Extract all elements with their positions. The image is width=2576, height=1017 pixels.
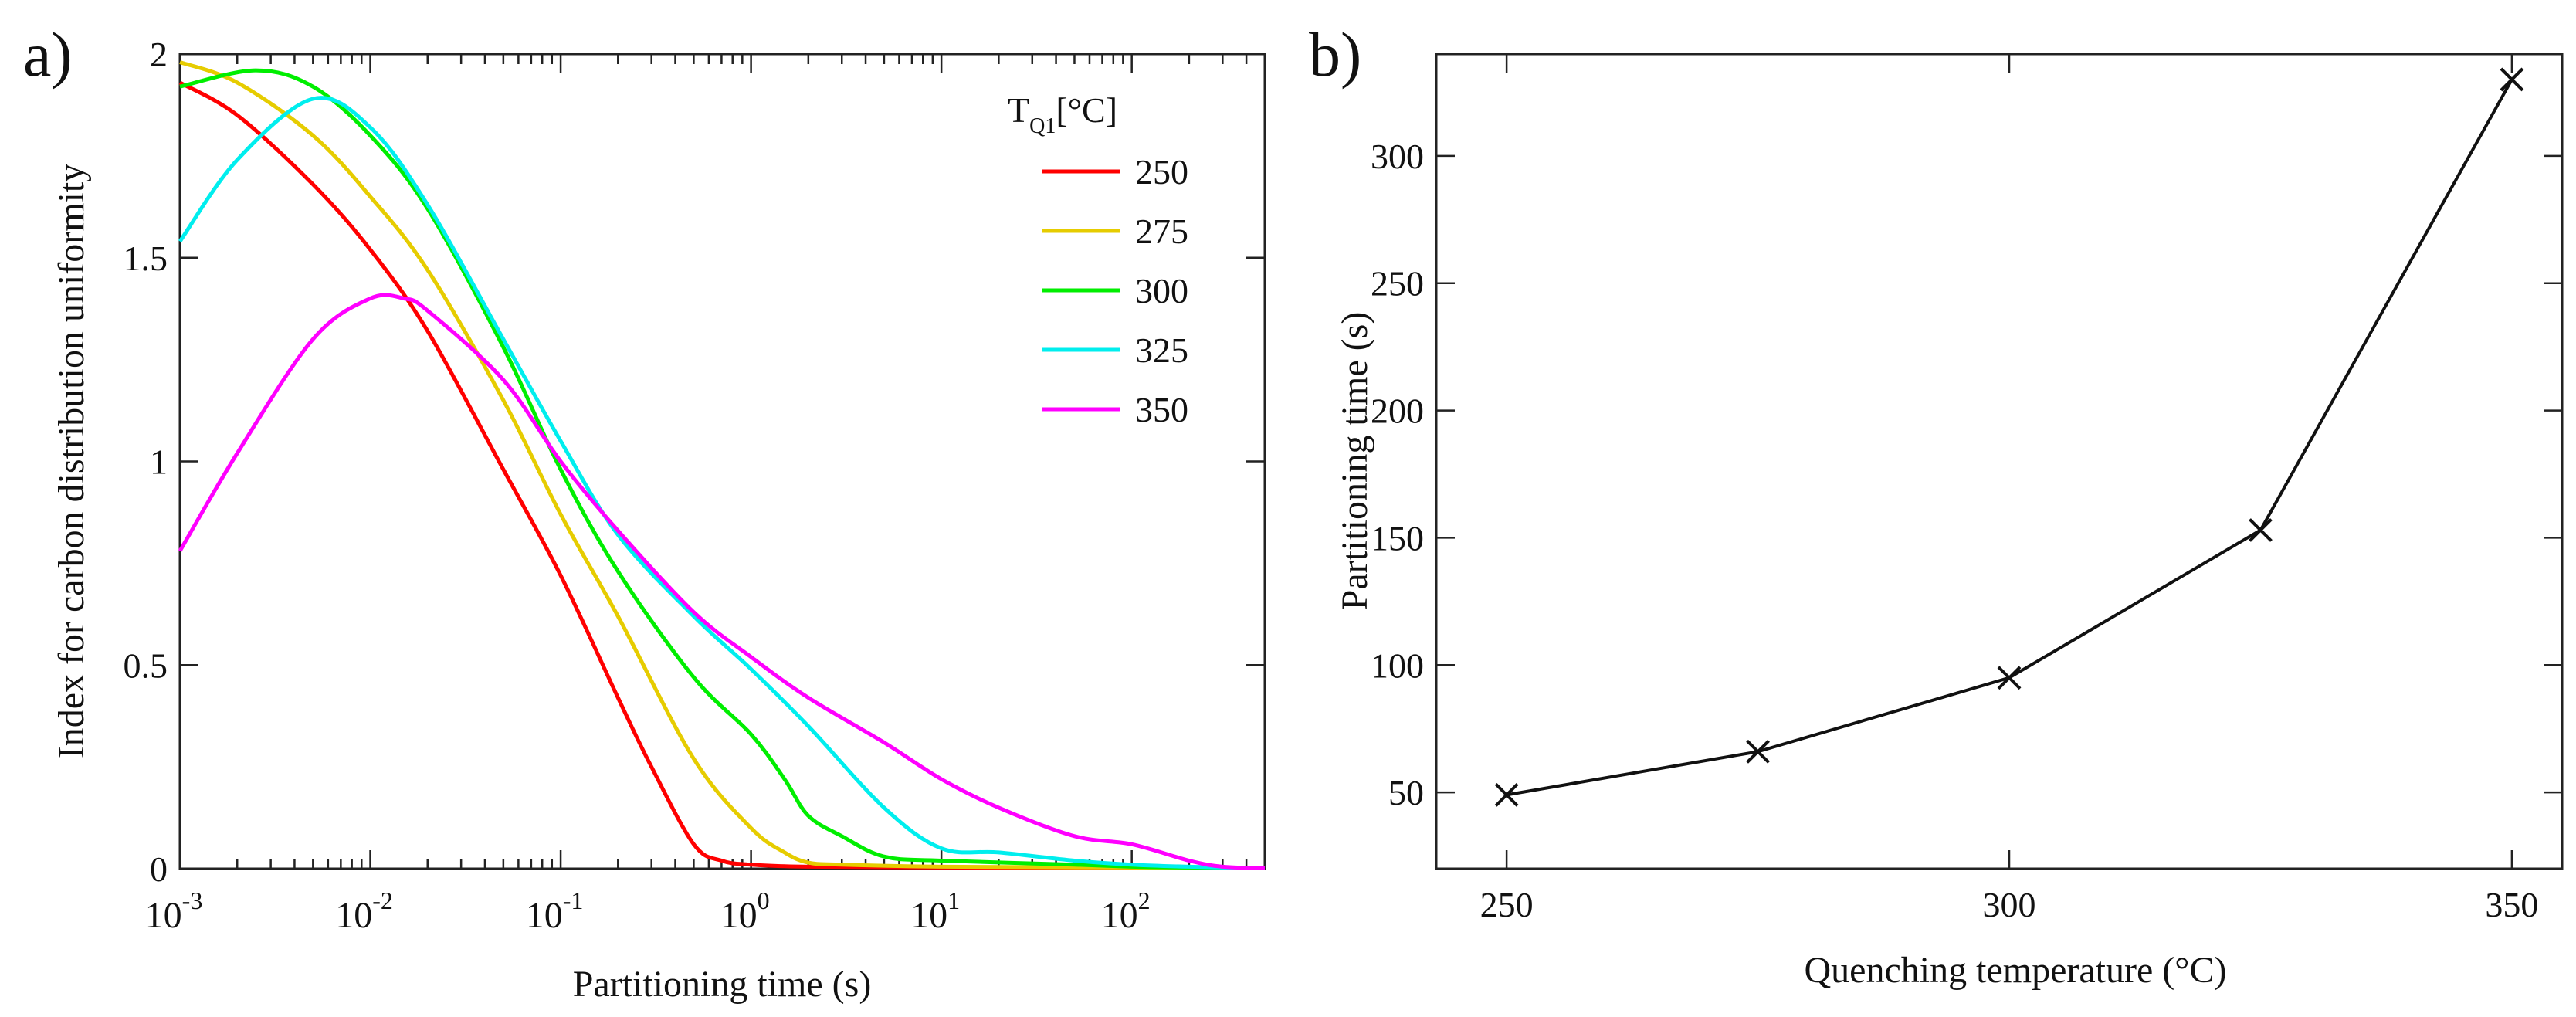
x-tick-label: 300 [1983,885,2036,924]
panel-a-series-lines [178,60,1266,870]
y-tick-label: 0.5 [124,646,168,685]
x-tick-base: 10 [1101,895,1138,936]
panel-b-ticks [1436,54,2562,869]
y-tick-label: 1.5 [124,239,168,278]
y-tick-label: 100 [1371,646,1424,685]
legend-title: TQ1[°C] [1008,90,1117,138]
x-tick-base: 10 [335,895,372,936]
x-tick-label: 10-2 [335,886,393,936]
x-tick-base: 10 [145,895,182,936]
legend-items: 250 275 300 325 350 [1042,152,1188,429]
y-tick-label: 200 [1371,392,1424,431]
legend-label-250: 250 [1135,152,1188,192]
series-line-275 [179,60,1266,870]
panel-b-x-tick-labels: 250 300 350 [1480,885,2539,924]
x-tick-label: 102 [1101,886,1151,936]
panel-b-series [1494,67,2524,807]
x-tick-base: 10 [910,895,947,936]
series-line-350 [178,293,1266,870]
legend-title-unit: [°C] [1056,90,1117,130]
data-point-marker [2500,67,2524,92]
x-tick-exp: -3 [182,886,203,914]
panel-a-y-axis-label: Index for carbon distribution uniformity [51,164,92,759]
panel-a-ticks [178,53,1266,870]
panel-b-label: b) [1309,19,1361,90]
y-tick-label: 1 [150,442,168,482]
panel-a-label: a) [23,19,73,90]
y-tick-label: 0 [150,849,168,889]
data-point-marker [1997,666,2022,690]
series-line-325 [178,96,1266,870]
panel-a-y-tick-labels: 0 0.5 1 1.5 2 [124,35,168,889]
x-tick-base: 10 [526,895,563,936]
x-tick-exp: 2 [1138,886,1151,914]
panel-a-legend: TQ1[°C] 250 275 300 325 350 [1008,90,1188,429]
panel-b-x-axis-label: Quenching temperature (°C) [1805,950,2227,991]
legend-label-300: 300 [1135,271,1188,310]
x-tick-label: 350 [2485,885,2538,924]
x-tick-label: 101 [910,886,960,936]
series-line [1506,79,2513,797]
panel-b-y-tick-labels: 50 100 150 200 250 300 [1371,137,1424,812]
panel-a-uniformity-chart: a) 00.511.52 10-3 10-2 10-1 100 101 102 Parti… [23,19,1266,1005]
panel-b-time-chart: b) 50 100 150 200 250 300 250 300 350 Quenching… [1309,19,2564,991]
x-tick-exp: 1 [947,886,960,914]
data-point-marker [2249,518,2273,542]
panel-b-y-axis-label: Partitioning time (s) [1334,312,1375,611]
legend-label-350: 350 [1135,390,1188,429]
data-point-marker [1746,739,1770,764]
legend-title-sub: Q1 [1029,114,1056,138]
legend-label-275: 275 [1135,212,1188,251]
panel-b-plot-area [1435,53,2564,870]
y-tick-label: 250 [1371,264,1424,303]
x-tick-exp: -1 [563,886,584,914]
x-tick-exp: 0 [758,886,770,914]
series-line-250 [178,80,1266,870]
x-tick-label: 100 [720,886,770,936]
y-tick-label: 150 [1371,518,1424,558]
x-tick-base: 10 [720,895,758,936]
y-tick-label: 50 [1388,773,1424,812]
series-line-300 [179,68,1266,870]
y-tick-label: 300 [1371,137,1424,176]
panel-a-x-axis-label: Partitioning time (s) [573,964,872,1005]
data-point-marker [1494,782,1519,807]
panel-a-plot-area [178,53,1266,870]
x-tick-exp: -2 [372,886,393,914]
legend-label-325: 325 [1135,331,1188,370]
x-tick-label: 250 [1480,885,1534,924]
x-tick-label: 10-3 [145,886,203,936]
x-tick-label: 10-1 [526,886,584,936]
y-tick-label: 2 [150,35,168,74]
legend-title-main: T [1008,90,1029,130]
panel-a-x-tick-labels: 10-3 10-2 10-1 100 101 102 [145,886,1151,936]
